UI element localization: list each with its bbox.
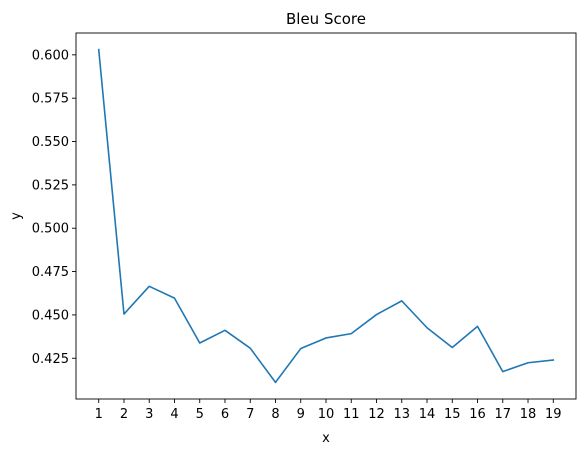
series-group [97, 48, 555, 384]
x-axis-ticks: 1 2 3 4 5 6 7 8 9 10 11 12 13 14 15 16 17 18 19 [95, 399, 562, 422]
plot-frame [75, 32, 577, 400]
y-tick-label: 0.450 [32, 308, 69, 323]
x-tick-label: 13 [393, 407, 410, 422]
x-tick-label: 2 [120, 407, 128, 422]
y-tick-label: 0.600 [32, 48, 69, 63]
y-tick-label: 0.525 [32, 178, 69, 193]
x-tick-label: 11 [343, 407, 360, 422]
x-tick-label: 17 [494, 407, 511, 422]
x-tick-label: 6 [221, 407, 229, 422]
y-tick-label: 0.550 [32, 135, 69, 150]
y-axis-ticks: 0.425 0.450 0.475 0.500 0.525 0.550 0.575 0.600 [32, 48, 76, 367]
x-tick-label: 12 [368, 407, 385, 422]
y-tick-label: 0.500 [32, 222, 69, 237]
x-tick-label: 9 [297, 407, 305, 422]
y-axis-label: y [9, 212, 24, 220]
x-tick-label: 4 [170, 407, 178, 422]
x-tick-label: 8 [271, 407, 279, 422]
chart-title: Bleu Score [286, 10, 366, 28]
y-tick-label: 0.575 [32, 92, 69, 107]
x-tick-label: 1 [95, 407, 103, 422]
y-tick-label: 0.425 [32, 352, 69, 367]
x-axis-label: x [322, 431, 330, 446]
x-tick-label: 19 [545, 407, 562, 422]
x-tick-label: 7 [246, 407, 254, 422]
x-tick-label: 15 [444, 407, 461, 422]
x-tick-label: 18 [520, 407, 537, 422]
y-tick-label: 0.475 [32, 265, 69, 280]
x-tick-label: 14 [419, 407, 436, 422]
series-line [97, 48, 555, 384]
x-tick-label: 3 [145, 407, 153, 422]
x-tick-label: 5 [196, 407, 204, 422]
x-tick-label: 16 [469, 407, 486, 422]
x-tick-label: 10 [318, 407, 335, 422]
